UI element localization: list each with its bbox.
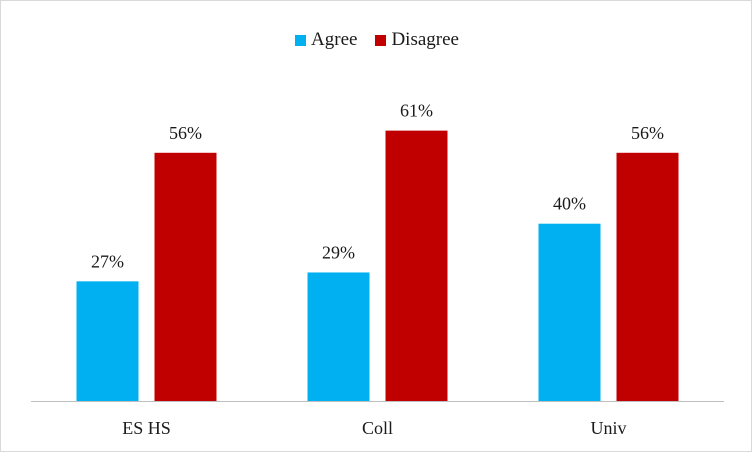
data-label-disagree-1: 61%	[400, 101, 433, 121]
legend-label-agree: Agree	[311, 29, 358, 50]
data-label-disagree-0: 56%	[169, 123, 202, 143]
x-tick-label-1: Coll	[362, 418, 393, 438]
legend: Agree Disagree	[1, 29, 752, 51]
legend-item-disagree: Disagree	[375, 29, 459, 51]
bar-agree-1	[307, 272, 370, 401]
bar-disagree-2	[616, 152, 679, 401]
legend-item-agree: Agree	[295, 29, 357, 51]
data-label-agree-2: 40%	[553, 194, 586, 214]
bar-disagree-1	[385, 130, 448, 401]
legend-swatch-agree	[295, 34, 307, 46]
data-label-agree-0: 27%	[91, 251, 124, 271]
bar-disagree-0	[154, 152, 217, 401]
x-tick-label-0: ES HS	[122, 418, 171, 438]
data-label-agree-1: 29%	[322, 242, 355, 262]
legend-label-disagree: Disagree	[391, 29, 459, 50]
bar-agree-0	[76, 281, 139, 401]
bar-agree-2	[538, 223, 601, 401]
data-label-disagree-2: 56%	[631, 123, 664, 143]
x-tick-label-2: Univ	[591, 418, 627, 438]
legend-swatch-disagree	[375, 34, 387, 46]
